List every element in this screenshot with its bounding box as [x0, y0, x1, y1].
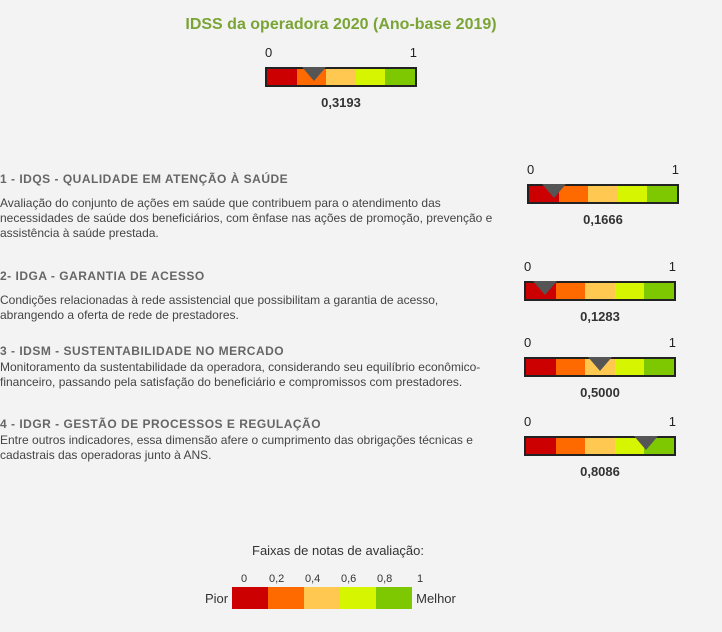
gauge-band	[615, 359, 645, 375]
gauge-scale: 0 1	[524, 259, 676, 275]
gauge-max-label: 1	[672, 162, 679, 177]
legend-tick: 1	[417, 573, 423, 585]
legend-tick: 0	[241, 573, 247, 585]
gauge-band	[526, 359, 556, 375]
gauge-band	[526, 438, 556, 454]
gauge-band	[585, 438, 615, 454]
gauge-band	[647, 186, 677, 202]
gauge-band	[356, 69, 386, 85]
legend-tick: 0,4	[305, 573, 320, 585]
gauge-band	[644, 359, 674, 375]
page-title: IDSS da operadora 2020 (Ano-base 2019)	[0, 16, 682, 34]
section-idga: 2- IDGA - GARANTIA DE ACESSO Condições r…	[0, 269, 505, 323]
gauge-min-label: 0	[524, 335, 531, 350]
gauge-band	[556, 359, 586, 375]
gauge-max-label: 1	[669, 259, 676, 274]
gauge-marker-icon	[533, 281, 557, 295]
gauge-bar	[527, 184, 679, 204]
section-heading: 4 - IDGR - GESTÃO DE PROCESSOS E REGULAÇ…	[0, 417, 495, 431]
gauge-band	[556, 438, 586, 454]
gauge-min-label: 0	[527, 162, 534, 177]
gauge-value: 0,1283	[524, 309, 676, 324]
gauge-marker-icon	[302, 67, 326, 81]
gauge-max-label: 1	[410, 45, 417, 60]
section-heading: 2- IDGA - GARANTIA DE ACESSO	[0, 269, 505, 283]
gauge-marker-icon	[588, 357, 612, 371]
section-idsm: 3 - IDSM - SUSTENTABILIDADE NO MERCADO M…	[0, 344, 505, 390]
gauge-scale: 0 1	[527, 162, 679, 178]
legend-band	[304, 587, 340, 609]
gauge-scale: 0 1	[265, 45, 417, 61]
idqs-gauge: 0 1 0,1666	[527, 162, 679, 227]
section-description: Monitoramento da sustentabilidade da ope…	[0, 360, 505, 390]
legend-band	[268, 587, 304, 609]
gauge-band	[615, 283, 645, 299]
legend-tick: 0,2	[269, 573, 284, 585]
gauge-bar	[524, 436, 676, 456]
gauge-band	[644, 283, 674, 299]
gauge-scale: 0 1	[524, 335, 676, 351]
gauge-scale: 0 1	[524, 414, 676, 430]
legend-band	[340, 587, 376, 609]
gauge-bar	[265, 67, 417, 87]
legend-tick: 0,8	[377, 573, 392, 585]
gauge-max-label: 1	[669, 335, 676, 350]
legend-bar	[232, 587, 412, 609]
gauge-min-label: 0	[265, 45, 272, 60]
gauge-min-label: 0	[524, 259, 531, 274]
gauge-value: 0,5000	[524, 385, 676, 400]
section-idqs: 1 - IDQS - QUALIDADE EM ATENÇÃO À SAÚDE …	[0, 172, 505, 241]
idsm-gauge: 0 1 0,5000	[524, 335, 676, 400]
legend-band	[376, 587, 412, 609]
section-description: Condições relacionadas à rede assistenci…	[0, 293, 505, 323]
gauge-value: 0,3193	[265, 95, 417, 110]
gauge-value: 0,1666	[527, 212, 679, 227]
overall-gauge: 0 1 0,3193	[265, 45, 417, 110]
gauge-band	[618, 186, 648, 202]
gauge-band	[385, 69, 415, 85]
section-heading: 1 - IDQS - QUALIDADE EM ATENÇÃO À SAÚDE	[0, 172, 505, 186]
gauge-bar	[524, 281, 676, 301]
legend-worst-label: Pior	[205, 591, 228, 606]
gauge-band	[326, 69, 356, 85]
idga-gauge: 0 1 0,1283	[524, 259, 676, 324]
section-description: Entre outros indicadores, essa dimensão …	[0, 433, 495, 463]
legend-tick: 0,6	[341, 573, 356, 585]
legend-row: Pior Melhor	[205, 587, 456, 609]
gauge-band	[588, 186, 618, 202]
gauge-value: 0,8086	[524, 464, 676, 479]
gauge-band	[267, 69, 297, 85]
legend-band	[232, 587, 268, 609]
gauge-band	[585, 283, 615, 299]
section-idgr: 4 - IDGR - GESTÃO DE PROCESSOS E REGULAÇ…	[0, 417, 495, 463]
idgr-gauge: 0 1 0,8086	[524, 414, 676, 479]
gauge-marker-icon	[542, 184, 566, 198]
section-description: Avaliação do conjunto de ações em saúde …	[0, 196, 505, 241]
gauge-min-label: 0	[524, 414, 531, 429]
gauge-band	[556, 283, 586, 299]
section-heading: 3 - IDSM - SUSTENTABILIDADE NO MERCADO	[0, 344, 505, 358]
gauge-bar	[524, 357, 676, 377]
gauge-max-label: 1	[669, 414, 676, 429]
legend-title: Faixas de notas de avaliação:	[0, 543, 676, 558]
gauge-marker-icon	[634, 436, 658, 450]
legend-best-label: Melhor	[416, 591, 456, 606]
